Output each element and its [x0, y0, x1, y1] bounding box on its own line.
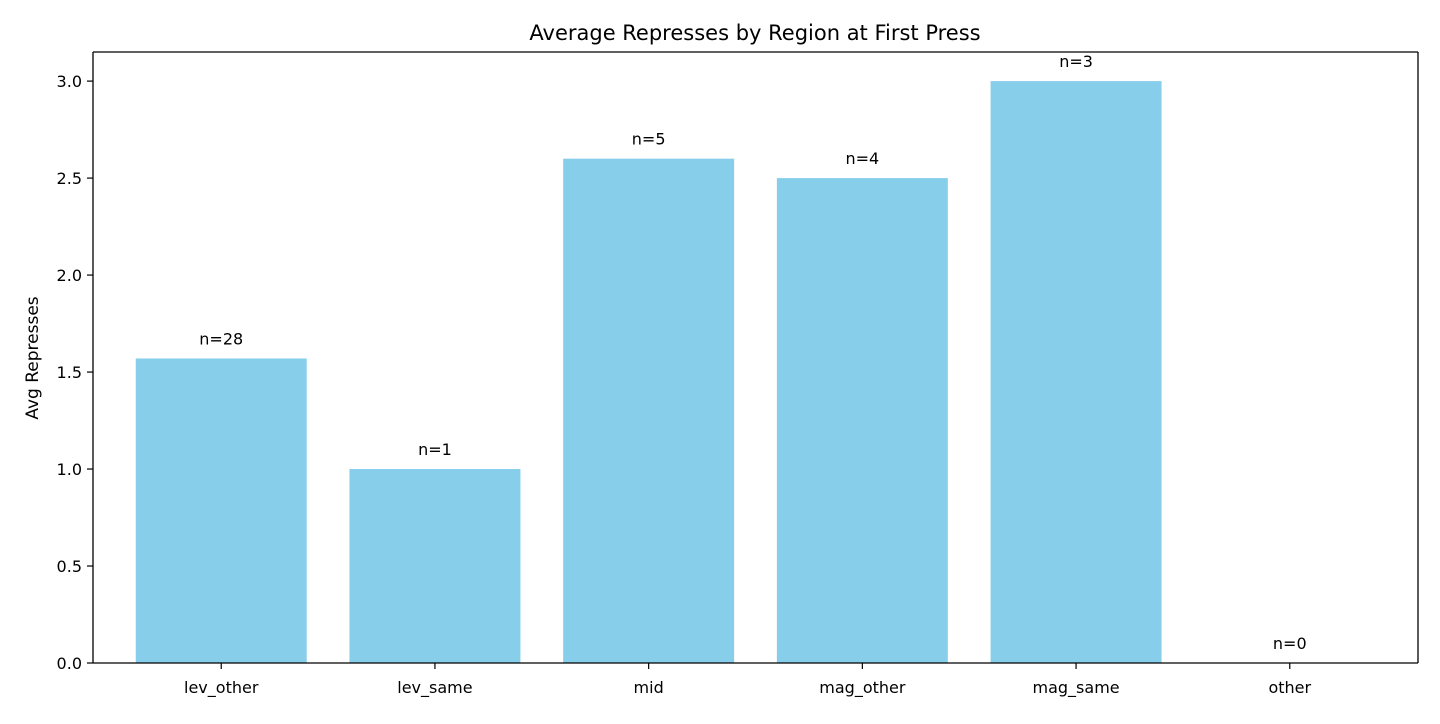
x-tick-label-mag-other: mag_other: [819, 678, 906, 698]
bar-label-lev-same: n=1: [418, 440, 452, 459]
bar-label-mag-other: n=4: [845, 149, 879, 168]
x-tick-label-other: other: [1268, 678, 1311, 697]
y-axis-label: Avg Represses: [23, 296, 43, 419]
bar-mag-other: [776, 178, 948, 664]
bar-label-other: n=0: [1273, 634, 1307, 653]
x-tick-label-lev-same: lev_same: [397, 678, 472, 698]
bar-lev-same: [349, 469, 521, 663]
y-tick-label: 0.0: [57, 654, 82, 673]
y-tick-label: 1.5: [57, 363, 82, 382]
x-tick-label-lev-other: lev_other: [184, 678, 259, 698]
y-tick-label: 3.0: [57, 72, 82, 91]
y-tick-label: 2.0: [57, 266, 82, 285]
y-tick-label: 2.5: [57, 169, 82, 188]
x-tick-label-mid: mid: [634, 678, 664, 697]
bar-mid: [563, 158, 735, 663]
bar-mag-same: [990, 81, 1162, 664]
chart-title: Average Represses by Region at First Pre…: [529, 21, 980, 45]
bar-label-lev-other: n=28: [199, 329, 243, 348]
bar-label-mag-same: n=3: [1059, 52, 1093, 71]
y-tick-label: 1.0: [57, 460, 82, 479]
bar-label-mid: n=5: [632, 130, 666, 149]
plot-area: n=28 n=1 n=5 n=4 n=3 n=0 0.0 0.5 1.0 1.5 2.0 2.5 3.0…: [57, 51, 1419, 698]
bar-lev-other: [135, 358, 307, 663]
x-tick-label-mag-same: mag_same: [1033, 678, 1120, 698]
y-tick-label: 0.5: [57, 557, 82, 576]
